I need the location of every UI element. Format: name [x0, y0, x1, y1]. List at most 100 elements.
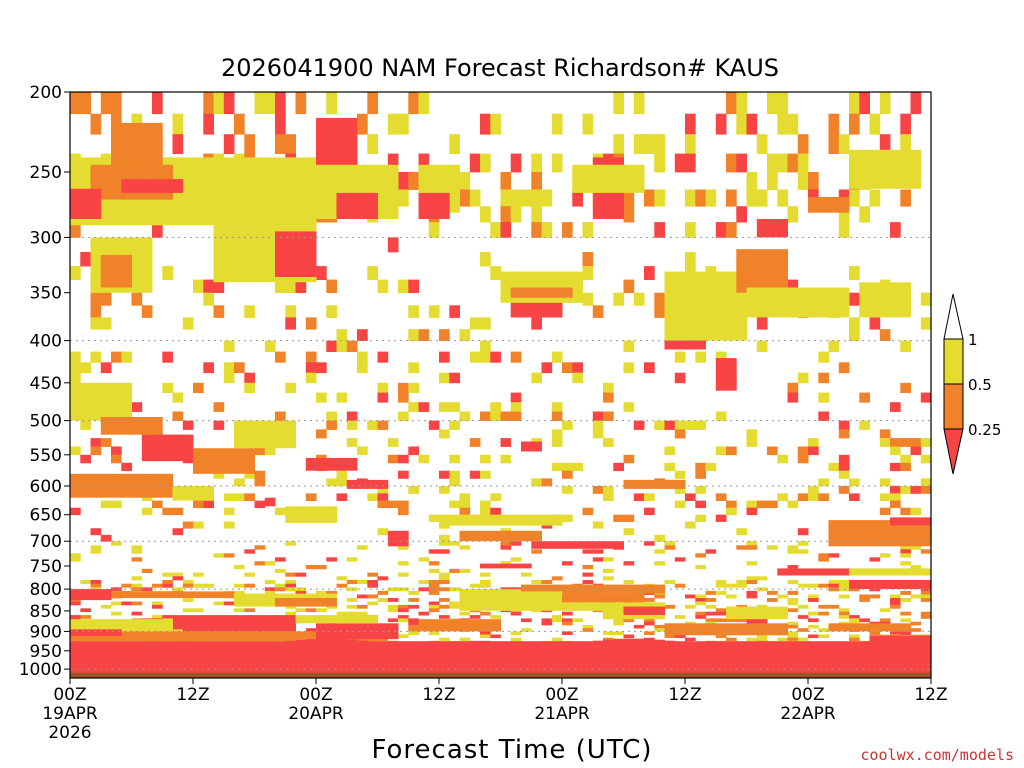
ri-cell: [613, 92, 624, 115]
ri-cell: [439, 604, 450, 609]
ri-cell: [90, 528, 102, 536]
ri-cell: [70, 266, 81, 280]
ri-cell: [449, 420, 460, 430]
ri-cell: [510, 611, 522, 616]
ri-cell: [80, 454, 91, 464]
ri-cell: [428, 568, 440, 573]
ri-band-cell: [449, 164, 460, 213]
ri-band-cell: [521, 441, 532, 452]
ri-cell: [756, 618, 768, 623]
ri-cell: [818, 372, 829, 384]
ri-cell: [797, 549, 809, 554]
surface-layer-cell: [295, 640, 307, 674]
ri-band-cell: [592, 164, 604, 193]
ri-band-cell: [859, 520, 870, 547]
ri-cell: [480, 470, 491, 479]
ri-band-cell: [346, 458, 358, 471]
ri-band-cell: [562, 541, 573, 549]
ri-cell: [264, 590, 276, 595]
ri-band-cell: [111, 629, 122, 637]
ri-cell: [715, 446, 727, 456]
ri-band-cell: [357, 623, 368, 640]
ri-cell: [469, 470, 481, 479]
ri-cell: [490, 634, 501, 638]
ri-cell: [459, 611, 471, 616]
ri-cell: [469, 615, 481, 619]
ri-band-cell: [357, 192, 368, 219]
ri-cell: [572, 462, 583, 472]
ri-cell: [603, 576, 614, 581]
ri-cell: [305, 565, 317, 570]
ri-band-cell: [541, 591, 553, 603]
ri-cell: [500, 206, 512, 223]
surface-layer-cell: [100, 646, 112, 674]
ri-band-cell: [213, 157, 225, 226]
ri-cell: [275, 557, 286, 562]
surface-layer-cell: [254, 643, 266, 674]
ri-cell: [490, 411, 501, 421]
ri-band-cell: [305, 598, 317, 607]
ri-cell: [562, 222, 573, 238]
ri-cell: [234, 565, 245, 570]
ri-cell: [674, 372, 686, 384]
ri-cell: [828, 604, 840, 609]
colorbar-label-0.25: 0.25: [968, 421, 1001, 439]
ri-cell: [70, 601, 81, 606]
ri-band-cell: [141, 631, 153, 642]
ri-cell: [756, 500, 768, 509]
ri-cell: [244, 493, 255, 501]
ri-cell: [70, 372, 81, 384]
ri-cell: [726, 153, 737, 173]
surface-layer-cell: [592, 640, 604, 674]
ri-band-cell: [234, 157, 245, 226]
ri-band-cell: [295, 506, 307, 523]
ri-cell: [838, 420, 850, 430]
ri-band-cell: [428, 164, 440, 213]
surface-layer-cell: [90, 645, 102, 674]
y-axis: 200 250 300 350 400 450 500 550 600 650 700 750 8008…: [19, 83, 70, 680]
ri-cell: [674, 615, 686, 619]
ri-band-cell: [254, 225, 266, 283]
ri-cell: [890, 631, 901, 635]
ri-band-cell: [551, 591, 563, 603]
ri-cell: [551, 351, 563, 363]
ri-cell: [439, 541, 450, 546]
ri-cell: [664, 604, 676, 609]
ri-band-cell: [336, 458, 348, 471]
ri-cell: [797, 604, 809, 609]
ri-cell: [644, 631, 655, 635]
ri-cell: [808, 624, 819, 629]
ri-cell: [644, 618, 655, 623]
ri-cell: [685, 493, 696, 501]
ri-band-cell: [316, 164, 327, 219]
ri-band-cell: [890, 149, 901, 189]
ri-cell: [551, 411, 563, 421]
ri-band-cell: [121, 179, 132, 193]
ri-band-cell: [469, 514, 481, 526]
ri-cell: [398, 507, 409, 516]
ri-cell: [449, 372, 460, 384]
ri-cell: [562, 462, 573, 472]
ri-cell: [275, 134, 286, 154]
ri-band-cell: [285, 631, 296, 642]
ri-cell: [387, 153, 399, 173]
ri-cell: [398, 608, 409, 613]
ri-cell: [736, 92, 747, 115]
ri-band-cell: [141, 473, 153, 498]
ri-band-cell: [203, 486, 214, 501]
ri-cell: [603, 486, 614, 494]
ri-cell: [203, 279, 214, 293]
ri-band-cell: [193, 631, 204, 642]
ri-cell: [131, 549, 143, 554]
ri-band-cell: [90, 382, 102, 421]
ri-band-cell: [203, 591, 214, 598]
ri-band-cell: [285, 157, 296, 226]
ri-cell: [490, 222, 501, 238]
ri-cell: [295, 572, 307, 577]
ri-cell: [480, 500, 491, 509]
ri-cell: [879, 618, 891, 623]
ri-cell: [664, 545, 676, 550]
ri-band-cell: [859, 580, 870, 590]
ri-band-cell: [203, 448, 214, 474]
surface-layer-cell: [828, 646, 840, 674]
